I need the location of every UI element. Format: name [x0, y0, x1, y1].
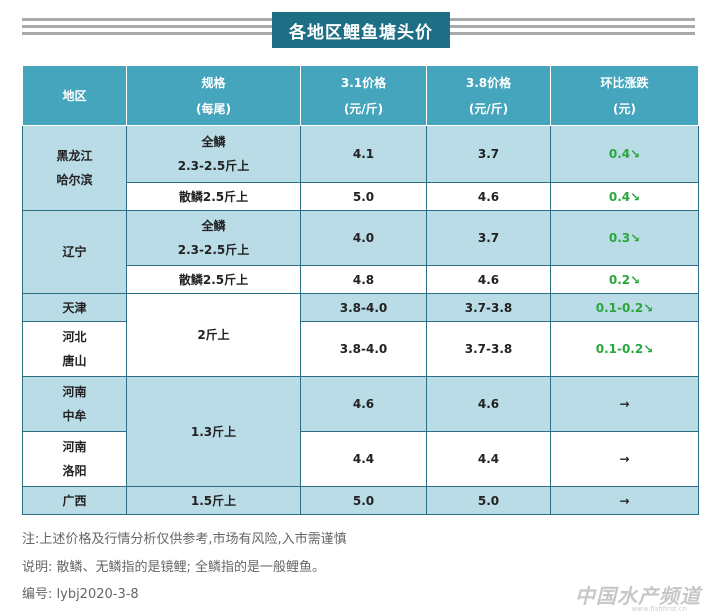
price-mar1-cell: 4.4 [300, 431, 427, 487]
change-cell: 0.1-0.2↘ [550, 321, 699, 377]
price-table: 地区 规格 (每尾) 3.1价格 (元/斤) 3.8价格 (元/斤) 环比涨跌 (元) … [22, 66, 699, 515]
price-mar1-cell: 3.8-4.0 [300, 321, 427, 377]
table-row: 广西 1.5斤上 5.0 5.0 → [22, 486, 699, 515]
price-mar1-cell: 4.8 [300, 265, 427, 294]
change-cell: → [550, 431, 699, 487]
spec-cell: 2斤上 [126, 293, 301, 377]
price-mar8-cell: 5.0 [426, 486, 551, 515]
change-cell: 0.4↘ [550, 125, 699, 183]
price-mar8-cell: 3.7 [426, 125, 551, 183]
price-mar8-cell: 3.7-3.8 [426, 321, 551, 377]
disclaimer-note: 注:上述价格及行情分析仅供参考,市场有风险,入市需谨慎 [22, 532, 347, 547]
region-cell: 辽宁 [22, 210, 127, 294]
page-title: 各地区鲤鱼塘头价 [272, 12, 450, 48]
table-row: 河南 中牟 1.3斤上 4.6 4.6 → [22, 376, 699, 487]
spec-cell: 散鳞2.5斤上 [126, 265, 301, 294]
price-mar1-cell: 4.0 [300, 210, 427, 266]
header-price-mar1: 3.1价格 (元/斤) [300, 66, 427, 126]
explanation-note: 说明: 散鳞、无鳞指的是镜鲤; 全鳞指的是一般鲤鱼。 [22, 560, 326, 575]
code-note: 编号: lybj2020-3-8 [22, 587, 139, 602]
watermark-url: www.fishfirst.cn [631, 605, 687, 613]
region-cell: 河北 唐山 [22, 321, 127, 377]
watermark-logo: 中国水产频道 [575, 584, 701, 608]
price-mar8-cell: 3.7 [426, 210, 551, 266]
price-mar1-cell: 5.0 [300, 182, 427, 211]
change-cell: 0.2↘ [550, 265, 699, 294]
region-cell: 黑龙江 哈尔滨 [22, 125, 127, 211]
header-price-mar8: 3.8价格 (元/斤) [426, 66, 551, 126]
table-header-row: 地区 规格 (每尾) 3.1价格 (元/斤) 3.8价格 (元/斤) 环比涨跌 (元) [22, 66, 699, 126]
region-cell: 天津 [22, 293, 127, 322]
change-cell: 0.1-0.2↘ [550, 293, 699, 322]
price-mar1-cell: 3.8-4.0 [300, 293, 427, 322]
price-mar1-cell: 4.6 [300, 376, 427, 432]
header-change: 环比涨跌 (元) [550, 66, 699, 126]
spec-cell: 1.5斤上 [126, 486, 301, 515]
table-row: 黑龙江 哈尔滨 全鳞 2.3-2.5斤上 4.1 3.7 0.4↘ [22, 125, 699, 211]
price-mar8-cell: 4.4 [426, 431, 551, 487]
header-spec: 规格 (每尾) [126, 66, 301, 126]
table-row: 辽宁 全鳞 2.3-2.5斤上 4.0 3.7 0.3↘ [22, 210, 699, 294]
region-cell: 河南 中牟 [22, 376, 127, 432]
region-cell: 广西 [22, 486, 127, 515]
price-mar8-cell: 4.6 [426, 182, 551, 211]
price-mar1-cell: 4.1 [300, 125, 427, 183]
spec-cell: 1.3斤上 [126, 376, 301, 487]
change-cell: → [550, 486, 699, 515]
price-mar8-cell: 4.6 [426, 265, 551, 294]
price-mar8-cell: 3.7-3.8 [426, 293, 551, 322]
table-row: 河北 唐山 3.8-4.0 3.7-3.8 0.1-0.2↘ [22, 321, 699, 377]
change-cell: 0.3↘ [550, 210, 699, 266]
table-row: 天津 2斤上 3.8-4.0 3.7-3.8 0.1-0.2↘ [22, 293, 699, 377]
table-row: 河南 洛阳 4.4 4.4 → [22, 431, 699, 487]
spec-cell: 全鳞 2.3-2.5斤上 [126, 125, 301, 183]
region-cell: 河南 洛阳 [22, 431, 127, 487]
change-cell: 0.4↘ [550, 182, 699, 211]
spec-cell: 全鳞 2.3-2.5斤上 [126, 210, 301, 266]
spec-cell: 散鳞2.5斤上 [126, 182, 301, 211]
change-cell: → [550, 376, 699, 432]
header-region: 地区 [22, 66, 127, 126]
price-mar8-cell: 4.6 [426, 376, 551, 432]
price-mar1-cell: 5.0 [300, 486, 427, 515]
